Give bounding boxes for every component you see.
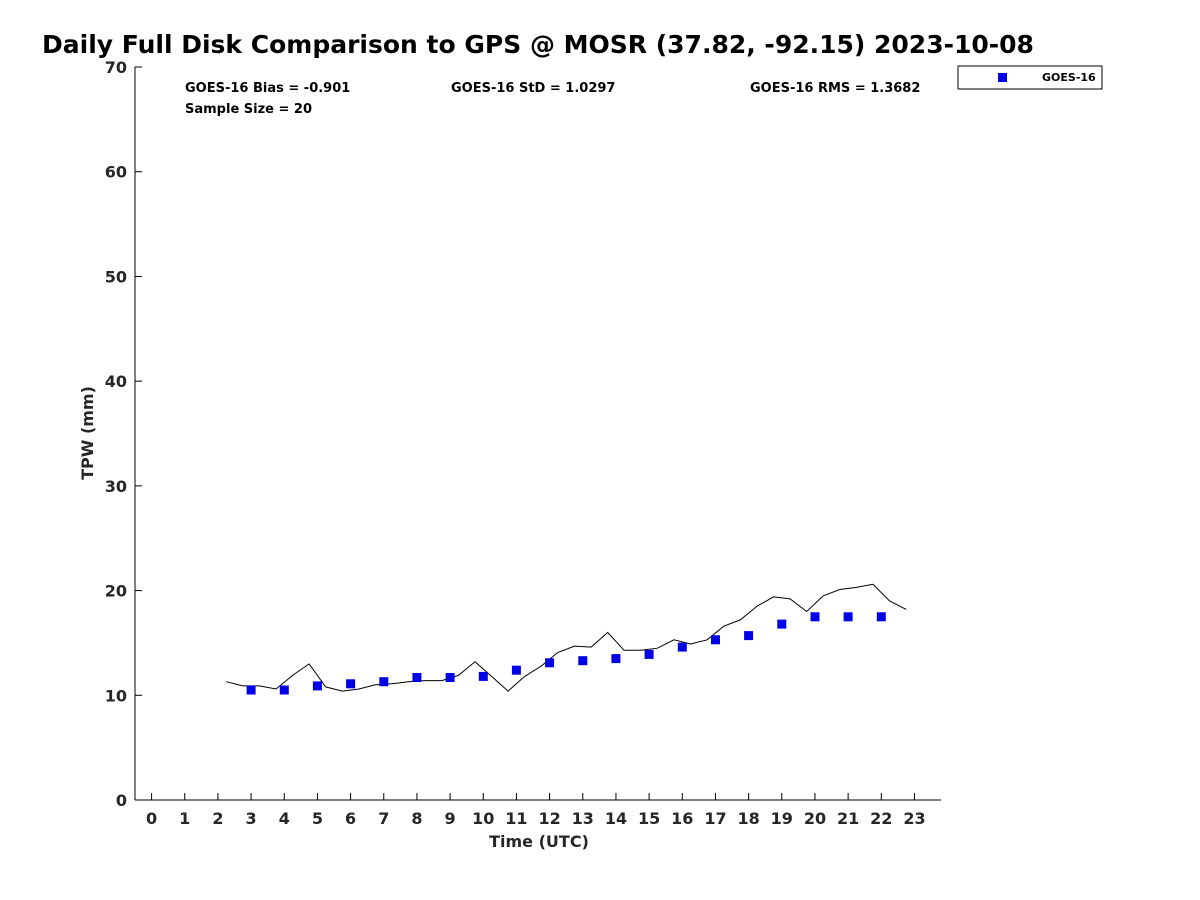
y-ticks: 0 10 20 30 40 50 60 70: [105, 58, 142, 810]
x-tick-label: 13: [572, 809, 594, 828]
y-tick-label: 60: [105, 163, 127, 182]
legend: GOES-16: [957, 65, 1103, 90]
std-stat: GOES-16 StD = 1.0297: [451, 81, 615, 96]
x-tick-label: 15: [638, 809, 660, 828]
goes16-point: [578, 656, 588, 666]
x-tick-label: 4: [279, 809, 290, 828]
goes16-point: [644, 649, 654, 659]
x-tick-label: 6: [345, 809, 356, 828]
x-tick-label: 21: [837, 809, 859, 828]
goes16-point: [744, 631, 754, 641]
y-tick-label: 20: [105, 582, 127, 601]
goes16-point: [777, 619, 787, 629]
x-tick-label: 11: [505, 809, 527, 828]
y-tick-label: 70: [105, 58, 127, 77]
x-tick-label: 14: [605, 809, 627, 828]
gps-line-layer: [226, 583, 907, 692]
x-axis-label: Time (UTC): [489, 832, 589, 851]
x-tick-label: 3: [246, 809, 257, 828]
goes16-point: [545, 658, 555, 668]
x-tick-label: 12: [538, 809, 560, 828]
goes16-point: [876, 612, 886, 622]
y-tick-label: 10: [105, 686, 127, 705]
goes16-point: [677, 642, 687, 652]
x-ticks: 0 1 2 3 4 5 6 7 8 9 10 11 12 13 14 15 16 17 18 19 20 21 22 23: [146, 793, 926, 828]
goes16-point: [346, 679, 356, 689]
x-tick-label: 9: [445, 809, 456, 828]
goes16-point: [611, 654, 621, 664]
y-tick-label: 40: [105, 372, 127, 391]
y-tick-label: 30: [105, 477, 127, 496]
goes16-point: [412, 673, 422, 682]
legend-box: [957, 65, 1103, 90]
goes16-point: [843, 612, 853, 622]
goes16-point: [379, 677, 389, 687]
x-tick-label: 2: [212, 809, 223, 828]
legend-label-goes16: GOES-16: [1042, 71, 1096, 84]
goes16-marker-layer: [246, 612, 886, 695]
x-tick-label: 8: [411, 809, 422, 828]
sample-size-stat: Sample Size = 20: [185, 102, 312, 117]
x-tick-label: 10: [472, 809, 494, 828]
x-tick-label: 17: [704, 809, 726, 828]
axes: [134, 67, 941, 801]
chart-title: Daily Full Disk Comparison to GPS @ MOSR…: [42, 30, 1034, 59]
goes16-point: [511, 665, 521, 675]
x-tick-label: 18: [737, 809, 759, 828]
goes16-point: [445, 673, 455, 682]
x-tick-label: 20: [804, 809, 826, 828]
x-tick-label: 23: [903, 809, 925, 828]
x-tick-label: 16: [671, 809, 693, 828]
x-tick-label: 1: [179, 809, 190, 828]
goes16-point: [312, 681, 322, 691]
bias-stat: GOES-16 Bias = -0.901: [185, 81, 350, 96]
x-tick-label: 22: [870, 809, 892, 828]
y-tick-label: 50: [105, 267, 127, 286]
y-axis-label: TPW (mm): [78, 386, 97, 480]
x-tick-label: 19: [771, 809, 793, 828]
x-tick-label: 0: [146, 809, 157, 828]
goes16-point: [246, 685, 256, 695]
stats-annotations: GOES-16 Bias = -0.901 GOES-16 StD = 1.02…: [185, 81, 920, 117]
goes16-point: [711, 635, 720, 645]
x-tick-label: 7: [378, 809, 389, 828]
y-tick-label: 0: [116, 791, 127, 810]
goes16-point: [279, 685, 289, 695]
goes16-point: [478, 671, 488, 681]
goes16-point: [810, 612, 820, 622]
gps-tpw-line: [226, 583, 907, 692]
legend-marker-goes16: [998, 73, 1007, 82]
rms-stat: GOES-16 RMS = 1.3682: [750, 81, 920, 96]
x-tick-label: 5: [312, 809, 323, 828]
